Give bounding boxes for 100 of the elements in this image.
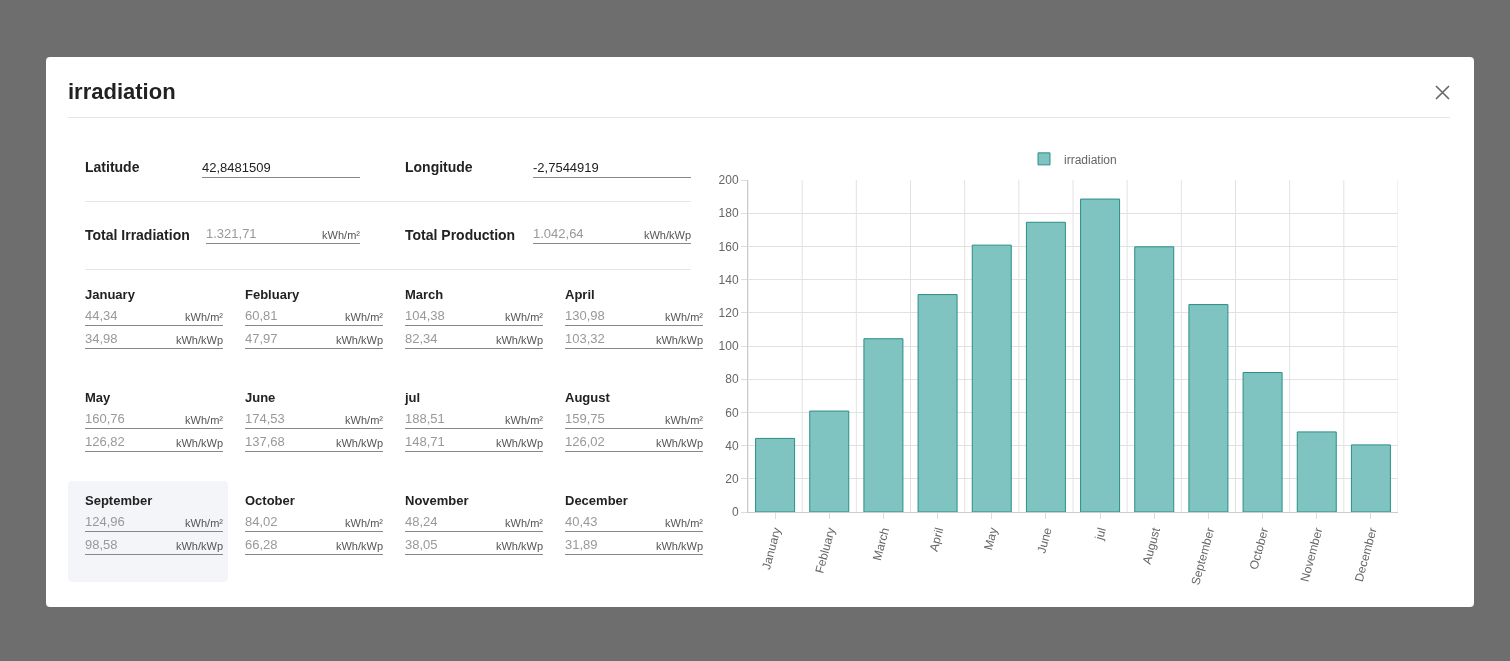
- text: 130,98: [565, 308, 605, 323]
- text: kWh/m²: [185, 517, 223, 529]
- text: September: [85, 493, 153, 508]
- bar: [1080, 198, 1121, 512]
- text: 148,71: [405, 434, 445, 449]
- text: kWh/kWp: [495, 540, 543, 552]
- x-tick-label: April: [926, 526, 947, 553]
- bar: [1188, 304, 1229, 512]
- legend-label: irradiation: [1064, 152, 1117, 167]
- text: Febluary: [245, 287, 300, 302]
- x-tick-label: October: [1246, 526, 1272, 571]
- text: kWh/kWp: [643, 229, 691, 241]
- text: 48,24: [405, 514, 438, 529]
- text: kWh/m²: [345, 311, 383, 323]
- text: 84,02: [245, 514, 278, 529]
- y-tick-label: 140: [718, 272, 739, 287]
- text: kWh/kWp: [655, 437, 703, 449]
- text: kWh/kWp: [175, 540, 223, 552]
- text: January: [85, 287, 135, 302]
- text: 126,02: [565, 434, 605, 449]
- text: kWh/kWp: [495, 437, 543, 449]
- text: 34,98: [85, 331, 118, 346]
- text: 38,05: [405, 537, 438, 552]
- text: 137,68: [245, 434, 285, 449]
- bar: [1025, 221, 1066, 512]
- x-tick-label: January: [759, 526, 784, 571]
- text: kWh/kWp: [175, 437, 223, 449]
- text: 60,81: [245, 308, 278, 323]
- x-tick-label: May: [981, 526, 1001, 552]
- y-tick-label: 40: [725, 438, 739, 453]
- text: 44,34: [85, 308, 118, 323]
- bar: [809, 410, 850, 512]
- text: December: [565, 493, 628, 508]
- y-tick-label: 200: [718, 173, 739, 188]
- x-tick-label: March: [869, 526, 893, 562]
- text: kWh/m²: [322, 229, 360, 241]
- text: Longitude: [405, 159, 473, 175]
- text: 103,32: [565, 331, 605, 346]
- text: 47,97: [245, 331, 278, 346]
- text: 104,38: [405, 308, 445, 323]
- text: -2,7544919: [533, 160, 599, 175]
- text: kWh/m²: [665, 414, 703, 426]
- bar: [917, 294, 958, 512]
- bar: [1350, 444, 1391, 512]
- text: Total Irradiation: [85, 227, 190, 243]
- text: 160,76: [85, 411, 125, 426]
- text: kWh/kWp: [335, 540, 383, 552]
- text: 98,58: [85, 537, 118, 552]
- bar: [1296, 431, 1337, 512]
- text: irradiation: [68, 79, 176, 105]
- text: 66,28: [245, 537, 278, 552]
- text: August: [565, 390, 610, 405]
- y-tick-label: 20: [725, 472, 739, 486]
- text: March: [405, 287, 444, 302]
- text: 126,82: [85, 434, 125, 449]
- x-tick-label: June: [1034, 525, 1055, 555]
- y-tick-label: 60: [725, 405, 739, 420]
- text: kWh/m²: [665, 517, 703, 529]
- text: 159,75: [565, 411, 605, 426]
- x-tick-label: August: [1139, 525, 1164, 566]
- text: November: [405, 493, 469, 508]
- text: Total Production: [405, 227, 516, 243]
- text: 31,89: [565, 537, 598, 552]
- text: October: [245, 493, 295, 508]
- text: kWh/kWp: [335, 334, 383, 346]
- text: June: [245, 390, 276, 405]
- y-tick-label: 80: [725, 372, 739, 387]
- text: kWh/m²: [665, 311, 703, 323]
- text: kWh/m²: [185, 311, 223, 323]
- bar: [755, 437, 796, 512]
- text: April: [565, 287, 595, 302]
- text: 40,43: [565, 514, 598, 529]
- text: 1.321,71: [206, 226, 257, 241]
- text: 188,51: [405, 411, 445, 426]
- text: Latitude: [85, 159, 140, 175]
- y-tick-label: 160: [718, 239, 739, 254]
- bar: [1242, 372, 1283, 512]
- text: kWh/m²: [345, 414, 383, 426]
- text: May: [85, 390, 111, 405]
- text: 1.042,64: [533, 226, 584, 241]
- bar: [971, 244, 1012, 512]
- text: 174,53: [245, 411, 285, 426]
- text: kWh/m²: [505, 414, 543, 426]
- text: 82,34: [405, 331, 438, 346]
- text: jul: [405, 390, 421, 405]
- y-tick-label: 180: [718, 206, 739, 221]
- text: kWh/kWp: [495, 334, 543, 346]
- text: 124,96: [85, 514, 125, 529]
- text: kWh/m²: [345, 517, 383, 529]
- text: kWh/kWp: [655, 334, 703, 346]
- x-tick-label: jul: [1091, 526, 1109, 543]
- y-tick-label: 120: [718, 306, 739, 320]
- text: kWh/m²: [505, 517, 543, 529]
- text: kWh/kWp: [175, 334, 223, 346]
- text: kWh/kWp: [335, 437, 383, 449]
- bar: [863, 338, 904, 512]
- bar: [1134, 246, 1175, 512]
- text: kWh/m²: [505, 311, 543, 323]
- y-tick-label: 0: [731, 505, 739, 520]
- text: kWh/m²: [185, 414, 223, 426]
